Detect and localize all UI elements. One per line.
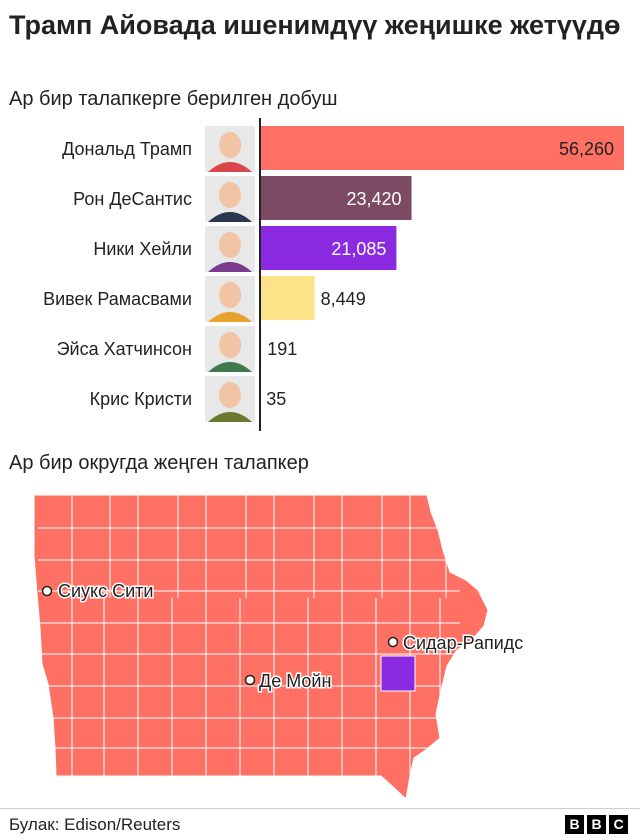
footer-divider	[0, 808, 640, 809]
data-label: 23,420	[346, 189, 401, 209]
category-label: Вивек Рамасвами	[43, 289, 192, 309]
category-label: Дональд Трамп	[62, 139, 192, 159]
city-cedar-rapids: Сидар-Рапидс	[387, 632, 525, 655]
johnson-county-haley	[380, 655, 416, 692]
bbc-logo: B B C	[565, 815, 628, 834]
county-boundaries	[38, 495, 460, 780]
data-label: 8,449	[321, 289, 366, 309]
candidate-photo-face	[219, 182, 241, 208]
bar	[260, 176, 412, 220]
candidate-photo-body	[208, 212, 252, 222]
city-marker	[387, 636, 399, 648]
category-label: Ники Хейли	[93, 239, 192, 259]
candidate-photo-body	[208, 362, 252, 372]
data-label: 35	[266, 389, 286, 409]
candidate-photo-body	[208, 162, 252, 172]
candidate-photo-body	[208, 412, 252, 422]
county-map: Сиукс Сити Сидар-Рапидс Де Мойн	[33, 494, 525, 800]
data-label: 21,085	[331, 239, 386, 259]
candidate-photo-face	[219, 282, 241, 308]
data-label: 56,260	[559, 139, 614, 159]
category-label: Эйса Хатчинсон	[57, 339, 192, 359]
city-label: Де Мойн	[259, 671, 331, 691]
data-label: 191	[267, 339, 297, 359]
candidate-photo-face	[219, 132, 241, 158]
candidate-photo-body	[208, 312, 252, 322]
bar	[260, 226, 397, 270]
category-label: Крис Кристи	[90, 389, 192, 409]
candidate-photo-body	[208, 262, 252, 272]
city-marker	[41, 585, 53, 597]
bar	[260, 276, 315, 320]
city-label: Сиукс Сити	[58, 581, 153, 601]
logo-letter: C	[609, 815, 628, 834]
city-sioux-city: Сиукс Сити	[41, 580, 155, 603]
chart-title: Трамп Айовада ишенимдүү жеңишке жетүүдө	[9, 10, 621, 40]
city-label: Сидар-Рапидс	[403, 633, 523, 653]
bar-chart: Дональд Трамп 56,260 Рон ДеСантис 23,420 Ник…	[43, 118, 624, 431]
logo-letter: B	[565, 815, 584, 834]
category-label: Рон ДеСантис	[73, 189, 192, 209]
logo-letter: B	[587, 815, 606, 834]
candidate-photo-face	[219, 232, 241, 258]
chart-subtitle: Ар бир талапкерге берилген добуш	[9, 88, 338, 110]
city-des-moines: Де Мойн	[244, 670, 333, 693]
candidate-photo-face	[219, 382, 241, 408]
bar	[260, 126, 624, 170]
candidate-photo-face	[219, 332, 241, 358]
map-title: Ар бир округда жеңген талапкер	[9, 452, 309, 474]
source-note: Булак: Edison/Reuters	[9, 815, 181, 834]
city-marker	[244, 674, 256, 686]
